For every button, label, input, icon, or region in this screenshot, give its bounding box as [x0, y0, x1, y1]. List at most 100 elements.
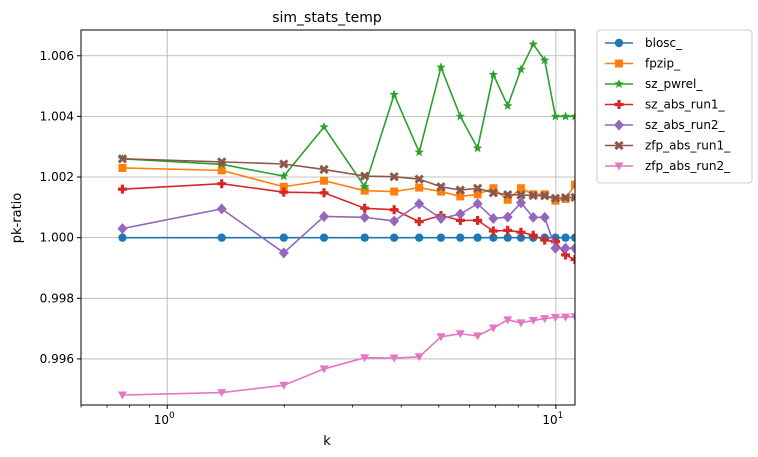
data-point	[503, 195, 512, 204]
data-point	[359, 211, 370, 223]
data-point	[560, 192, 571, 203]
data-point	[528, 211, 539, 223]
data-point	[570, 233, 575, 242]
data-point	[516, 64, 526, 74]
data-point	[473, 190, 482, 199]
data-point	[488, 324, 498, 333]
legend-marker	[614, 38, 624, 48]
data-point	[217, 233, 226, 242]
data-point	[560, 111, 571, 121]
data-point	[539, 211, 550, 223]
legend-label: sz_abs_run2_	[645, 118, 726, 132]
data-point	[389, 205, 399, 215]
data-point	[503, 225, 513, 235]
data-point	[516, 227, 526, 237]
y-tick-label: 1.002	[40, 170, 74, 184]
legend-item: zfp_abs_run2_	[605, 159, 731, 173]
legend-item: blosc_	[605, 36, 683, 50]
data-point	[489, 184, 498, 193]
data-point	[319, 365, 329, 374]
data-point	[473, 215, 483, 225]
legend-label: zfp_abs_run2_	[645, 159, 731, 173]
legend-marker	[615, 59, 623, 68]
data-point	[319, 210, 330, 222]
data-point	[550, 111, 561, 121]
series-zfp-abs-run1	[117, 154, 575, 203]
data-point	[414, 198, 425, 210]
data-point	[216, 203, 227, 215]
series-layer	[117, 39, 575, 400]
data-point	[561, 250, 571, 260]
data-point	[540, 235, 550, 245]
data-point	[217, 166, 226, 175]
data-point	[455, 330, 465, 339]
data-point	[389, 215, 400, 227]
series-blosc	[118, 233, 575, 242]
plot-frame	[80, 29, 576, 406]
data-point	[472, 143, 483, 153]
data-point	[502, 211, 513, 223]
data-point	[389, 89, 399, 99]
chart-title: sim_stats_temp	[272, 10, 382, 26]
data-point	[414, 353, 424, 362]
data-point	[528, 316, 538, 325]
legend-item: sz_abs_run1_	[605, 98, 726, 112]
data-point	[118, 163, 127, 172]
data-point	[414, 174, 424, 184]
data-point	[319, 188, 329, 198]
x-tick-label: 101	[542, 411, 563, 427]
axes: 0.996 0.998 1.000 1.002 1.004 1.006 100 101	[40, 49, 564, 427]
data-point	[455, 185, 465, 195]
data-point	[561, 313, 571, 322]
data-point	[415, 183, 424, 192]
legend-box	[596, 29, 753, 184]
data-point	[473, 233, 482, 242]
data-point	[390, 187, 399, 196]
data-point	[389, 233, 399, 242]
data-point	[118, 233, 127, 242]
data-point	[436, 182, 446, 192]
data-point	[528, 230, 538, 240]
data-point	[488, 213, 499, 225]
data-point	[570, 111, 575, 121]
data-point	[516, 190, 526, 200]
data-point	[414, 217, 424, 227]
data-point	[488, 69, 499, 79]
data-point	[436, 333, 446, 342]
data-point	[389, 354, 399, 363]
data-point	[279, 182, 288, 191]
data-point	[279, 187, 289, 197]
data-point	[217, 157, 227, 167]
series-zfp-abs-run2	[117, 313, 575, 400]
legend-marker	[614, 119, 624, 131]
legend-marker	[614, 79, 624, 89]
data-point	[570, 254, 575, 264]
data-point	[473, 332, 483, 341]
data-point	[488, 188, 498, 198]
series-sz-abs-run2	[117, 197, 575, 259]
data-point	[414, 147, 424, 157]
data-point	[279, 171, 289, 181]
data-point	[436, 62, 446, 72]
data-point	[319, 122, 329, 132]
data-point	[528, 39, 539, 49]
data-point	[456, 192, 465, 201]
data-point	[561, 233, 570, 242]
data-point	[540, 191, 550, 201]
x-axis-label: k	[323, 434, 331, 449]
data-point	[570, 313, 575, 322]
data-point	[415, 233, 424, 242]
data-point	[472, 183, 483, 193]
legend-item: zfp_abs_run1_	[605, 139, 731, 153]
data-point	[515, 197, 526, 209]
data-point	[503, 233, 512, 242]
data-point	[503, 189, 513, 200]
data-point	[455, 208, 466, 220]
data-point	[570, 192, 575, 203]
data-point	[217, 179, 227, 189]
legend-marker	[614, 140, 624, 151]
data-point	[436, 187, 445, 196]
data-point	[435, 213, 446, 225]
y-tick-label: 0.998	[40, 291, 74, 305]
